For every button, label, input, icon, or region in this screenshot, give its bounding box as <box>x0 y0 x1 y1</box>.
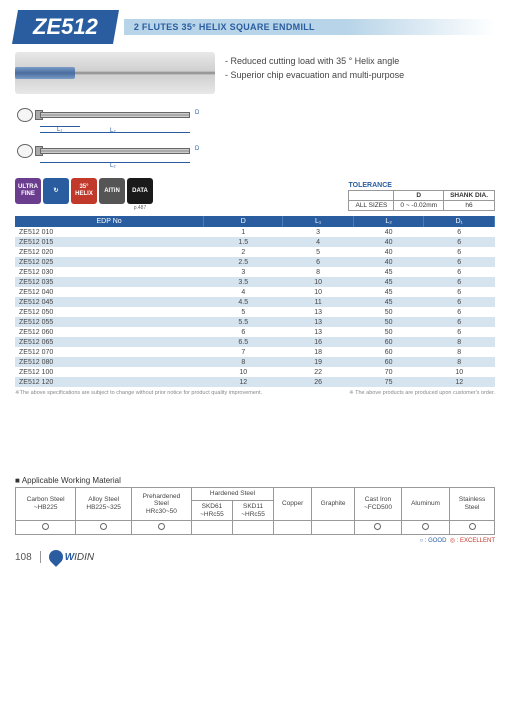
table-row: ZE512 0353.510456 <box>15 277 495 287</box>
footnote-left: ※The above specifications are subject to… <box>15 390 262 396</box>
table-row: ZE512 03038456 <box>15 267 495 277</box>
badge: AlTiN <box>99 178 125 204</box>
table-row: ZE512 070718608 <box>15 347 495 357</box>
feature-badges: ULTRAFINE↻35°HELIXAlTiNDATAp.487 <box>15 178 153 211</box>
footer-divider <box>40 551 41 563</box>
product-photo <box>15 52 215 94</box>
badge: DATA <box>127 178 153 204</box>
badge: ULTRAFINE <box>15 178 41 204</box>
table-row: ZE512 01013406 <box>15 227 495 237</box>
materials-legend: ○ : GOOD ◎ : EXCELLENT <box>15 537 495 544</box>
table-row: ZE512 02025406 <box>15 247 495 257</box>
table-row: ZE512 080819608 <box>15 357 495 367</box>
table-row: ZE512 0555.513506 <box>15 317 495 327</box>
spec-table: EDP NoDL₁L₂D₁ ZE512 01013406ZE512 0151.5… <box>15 216 495 387</box>
footnote-right: ※ The above products are produced upon c… <box>349 390 495 396</box>
table-row: ZE512 050513506 <box>15 307 495 317</box>
model-badge: ZE512 <box>12 10 119 44</box>
table-row: ZE512 040410456 <box>15 287 495 297</box>
table-row: ZE512 0252.56406 <box>15 257 495 267</box>
table-row: ZE512 0454.511456 <box>15 297 495 307</box>
table-row: ZE512 060613506 <box>15 327 495 337</box>
materials-table: Carbon Steel~HB225Alloy SteelHB225~325Pr… <box>15 487 495 535</box>
subtitle: 2 FLUTES 35° HELIX SQUARE ENDMILL <box>124 19 495 35</box>
table-row: ZE512 10010227010 <box>15 367 495 377</box>
table-row: ZE512 0656.516608 <box>15 337 495 347</box>
badge: 35°HELIX <box>71 178 97 204</box>
brand-logo: WIDIN <box>49 550 94 564</box>
table-row: ZE512 12012267512 <box>15 377 495 387</box>
feature-list: - Reduced cutting load with 35 ° Helix a… <box>225 52 495 94</box>
dimension-diagrams: L₁ L₂ D L₂ D <box>15 104 495 170</box>
materials-title: Applicable Working Material <box>15 476 495 485</box>
badge: ↻ <box>43 178 69 204</box>
table-row: ZE512 0151.54406 <box>15 237 495 247</box>
tolerance-box: TOLERANCE DSHANK DIA. ALL SIZES0 ~ -0.02… <box>348 182 495 211</box>
page-number: 108 <box>15 552 32 563</box>
